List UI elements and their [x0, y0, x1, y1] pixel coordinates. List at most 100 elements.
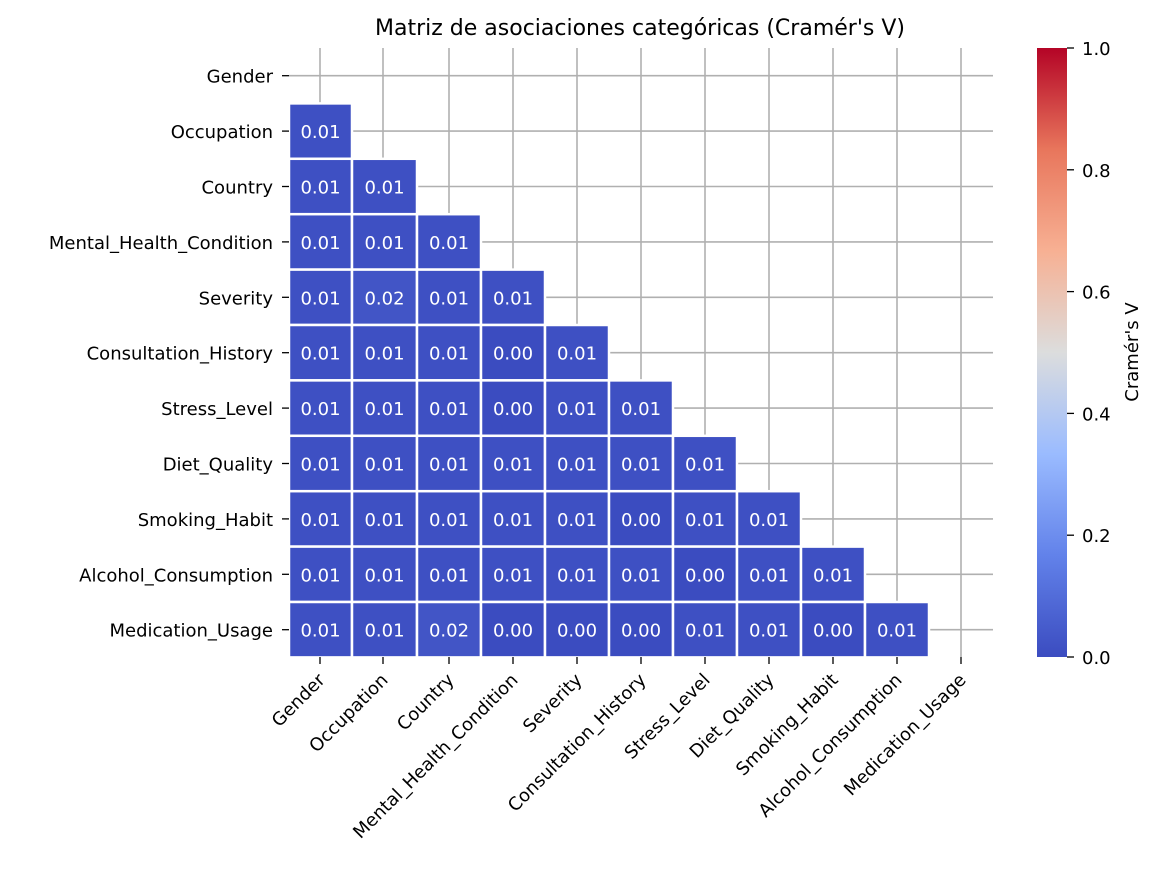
- cell-value-label: 0.01: [300, 288, 340, 309]
- cell-value-label: 0.00: [685, 565, 725, 586]
- cell-value-label: 0.01: [429, 344, 469, 365]
- cell-value-label: 0.01: [364, 455, 404, 476]
- y-tick-label: Stress_Level: [161, 399, 273, 420]
- heatmap-cell: [287, 157, 354, 216]
- cell-value-label: 0.01: [429, 565, 469, 586]
- heatmap-cell: [350, 600, 419, 659]
- heatmap-cell: [543, 545, 611, 604]
- heatmap-cell: [543, 379, 611, 438]
- cell-value-label: 0.01: [621, 455, 661, 476]
- cell-value-label: 0.01: [749, 621, 789, 642]
- y-tick-label: Mental_Health_Condition: [49, 233, 273, 254]
- cell-value-label: 0.01: [429, 399, 469, 420]
- y-tick-label: Gender: [207, 67, 274, 88]
- cell-value-label: 0.01: [300, 510, 340, 531]
- heatmap-cell: [671, 489, 739, 548]
- cell-value-label: 0.01: [557, 455, 597, 476]
- heatmap-cell: [415, 545, 483, 604]
- cell-value-label: 0.01: [493, 565, 533, 586]
- y-tick-label: Diet_Quality: [163, 455, 274, 476]
- cell-value-label: 0.01: [685, 621, 725, 642]
- heatmap-cell: [479, 545, 547, 604]
- colorbar-ticks: 0.0 0.2 0.4 0.6 0.8 1.0: [1067, 39, 1111, 669]
- cell-value-label: 0.01: [749, 510, 789, 531]
- heatmap-cell: [479, 379, 547, 438]
- cell-value-label: 0.01: [300, 122, 340, 143]
- colorbar-gradient: [1037, 48, 1067, 657]
- cell-value-label: 0.01: [364, 233, 404, 254]
- heatmap-cell: [287, 379, 354, 438]
- heatmap-cell: [671, 600, 739, 659]
- cell-value-label: 0.01: [364, 344, 404, 365]
- cell-value-label: 0.00: [621, 510, 661, 531]
- cell-value-label: 0.01: [300, 178, 340, 199]
- x-tick-label: Gender: [268, 669, 330, 731]
- x-tick-label: Medication_Usage: [840, 670, 970, 800]
- heatmap-cells: 0.01 0.01 0.01 0.01 0.01 0.01 0.01 0.02 0.01 0.01…: [287, 102, 931, 659]
- colorbar: 0.0 0.2 0.4 0.6 0.8 1.0 Cramér's V: [1037, 39, 1143, 669]
- y-tick-label: Consultation_History: [87, 344, 274, 365]
- y-tick-label: Country: [201, 178, 273, 199]
- colorbar-label: Cramér's V: [1122, 302, 1143, 402]
- heatmap-cell: [415, 268, 483, 327]
- colorbar-tick-label: 0.4: [1082, 404, 1111, 425]
- cell-value-label: 0.01: [429, 233, 469, 254]
- cell-value-label: 0.01: [685, 455, 725, 476]
- heatmap-cell: [863, 600, 931, 659]
- cell-value-label: 0.01: [749, 565, 789, 586]
- colorbar-tick-label: 0.2: [1082, 526, 1111, 547]
- colorbar-tick-label: 0.8: [1082, 161, 1111, 182]
- heatmap-cell: [543, 489, 611, 548]
- cell-value-label: 0.00: [493, 399, 533, 420]
- cell-value-label: 0.01: [621, 565, 661, 586]
- cell-value-label: 0.01: [493, 288, 533, 309]
- heatmap-cell: [350, 379, 419, 438]
- cell-value-label: 0.00: [621, 621, 661, 642]
- cell-value-label: 0.01: [621, 399, 661, 420]
- y-tick-label: Alcohol_Consumption: [79, 565, 273, 586]
- y-tick-label: Smoking_Habit: [138, 510, 273, 531]
- heatmap-cell: [287, 489, 354, 548]
- heatmap-cell: [350, 545, 419, 604]
- cell-value-label: 0.01: [300, 344, 340, 365]
- heatmap-cell: [479, 434, 547, 493]
- cell-value-label: 0.00: [493, 344, 533, 365]
- cell-value-label: 0.01: [557, 399, 597, 420]
- cell-value-label: 0.02: [429, 621, 469, 642]
- cell-value-label: 0.01: [429, 455, 469, 476]
- colorbar-tick-label: 0.0: [1082, 648, 1111, 669]
- cell-value-label: 0.00: [813, 621, 853, 642]
- x-tick-label: Severity: [519, 669, 587, 737]
- cell-value-label: 0.01: [364, 621, 404, 642]
- cell-value-label: 0.01: [300, 233, 340, 254]
- heatmap-cell: [287, 323, 354, 382]
- cell-value-label: 0.01: [813, 565, 853, 586]
- chart-title: Matriz de asociaciones categóricas (Cram…: [375, 16, 905, 41]
- cell-value-label: 0.01: [877, 621, 917, 642]
- heatmap-cell: [415, 434, 483, 493]
- cell-value-label: 0.01: [429, 288, 469, 309]
- y-tick-label: Severity: [199, 288, 274, 309]
- colorbar-tick-label: 0.6: [1082, 283, 1111, 304]
- cell-value-label: 0.01: [557, 344, 597, 365]
- heatmap-cell: [671, 434, 739, 493]
- cell-value-label: 0.00: [557, 621, 597, 642]
- cell-value-label: 0.01: [429, 510, 469, 531]
- cell-value-label: 0.01: [685, 510, 725, 531]
- cell-value-label: 0.01: [300, 621, 340, 642]
- y-axis-ticks: Gender Occupation Country Mental_Health_Con…: [49, 67, 289, 642]
- y-tick-label: Occupation: [171, 122, 273, 143]
- colorbar-tick-label: 1.0: [1082, 39, 1111, 60]
- heatmap-cell: [350, 157, 419, 216]
- cell-value-label: 0.01: [364, 178, 404, 199]
- x-tick-label: Country: [393, 669, 459, 735]
- cell-value-label: 0.01: [300, 455, 340, 476]
- cell-value-label: 0.01: [364, 399, 404, 420]
- cell-value-label: 0.01: [300, 399, 340, 420]
- heatmap-cell: [735, 489, 803, 548]
- cell-value-label: 0.02: [364, 288, 404, 309]
- heatmap-cell: [543, 323, 611, 382]
- cell-value-label: 0.00: [493, 621, 533, 642]
